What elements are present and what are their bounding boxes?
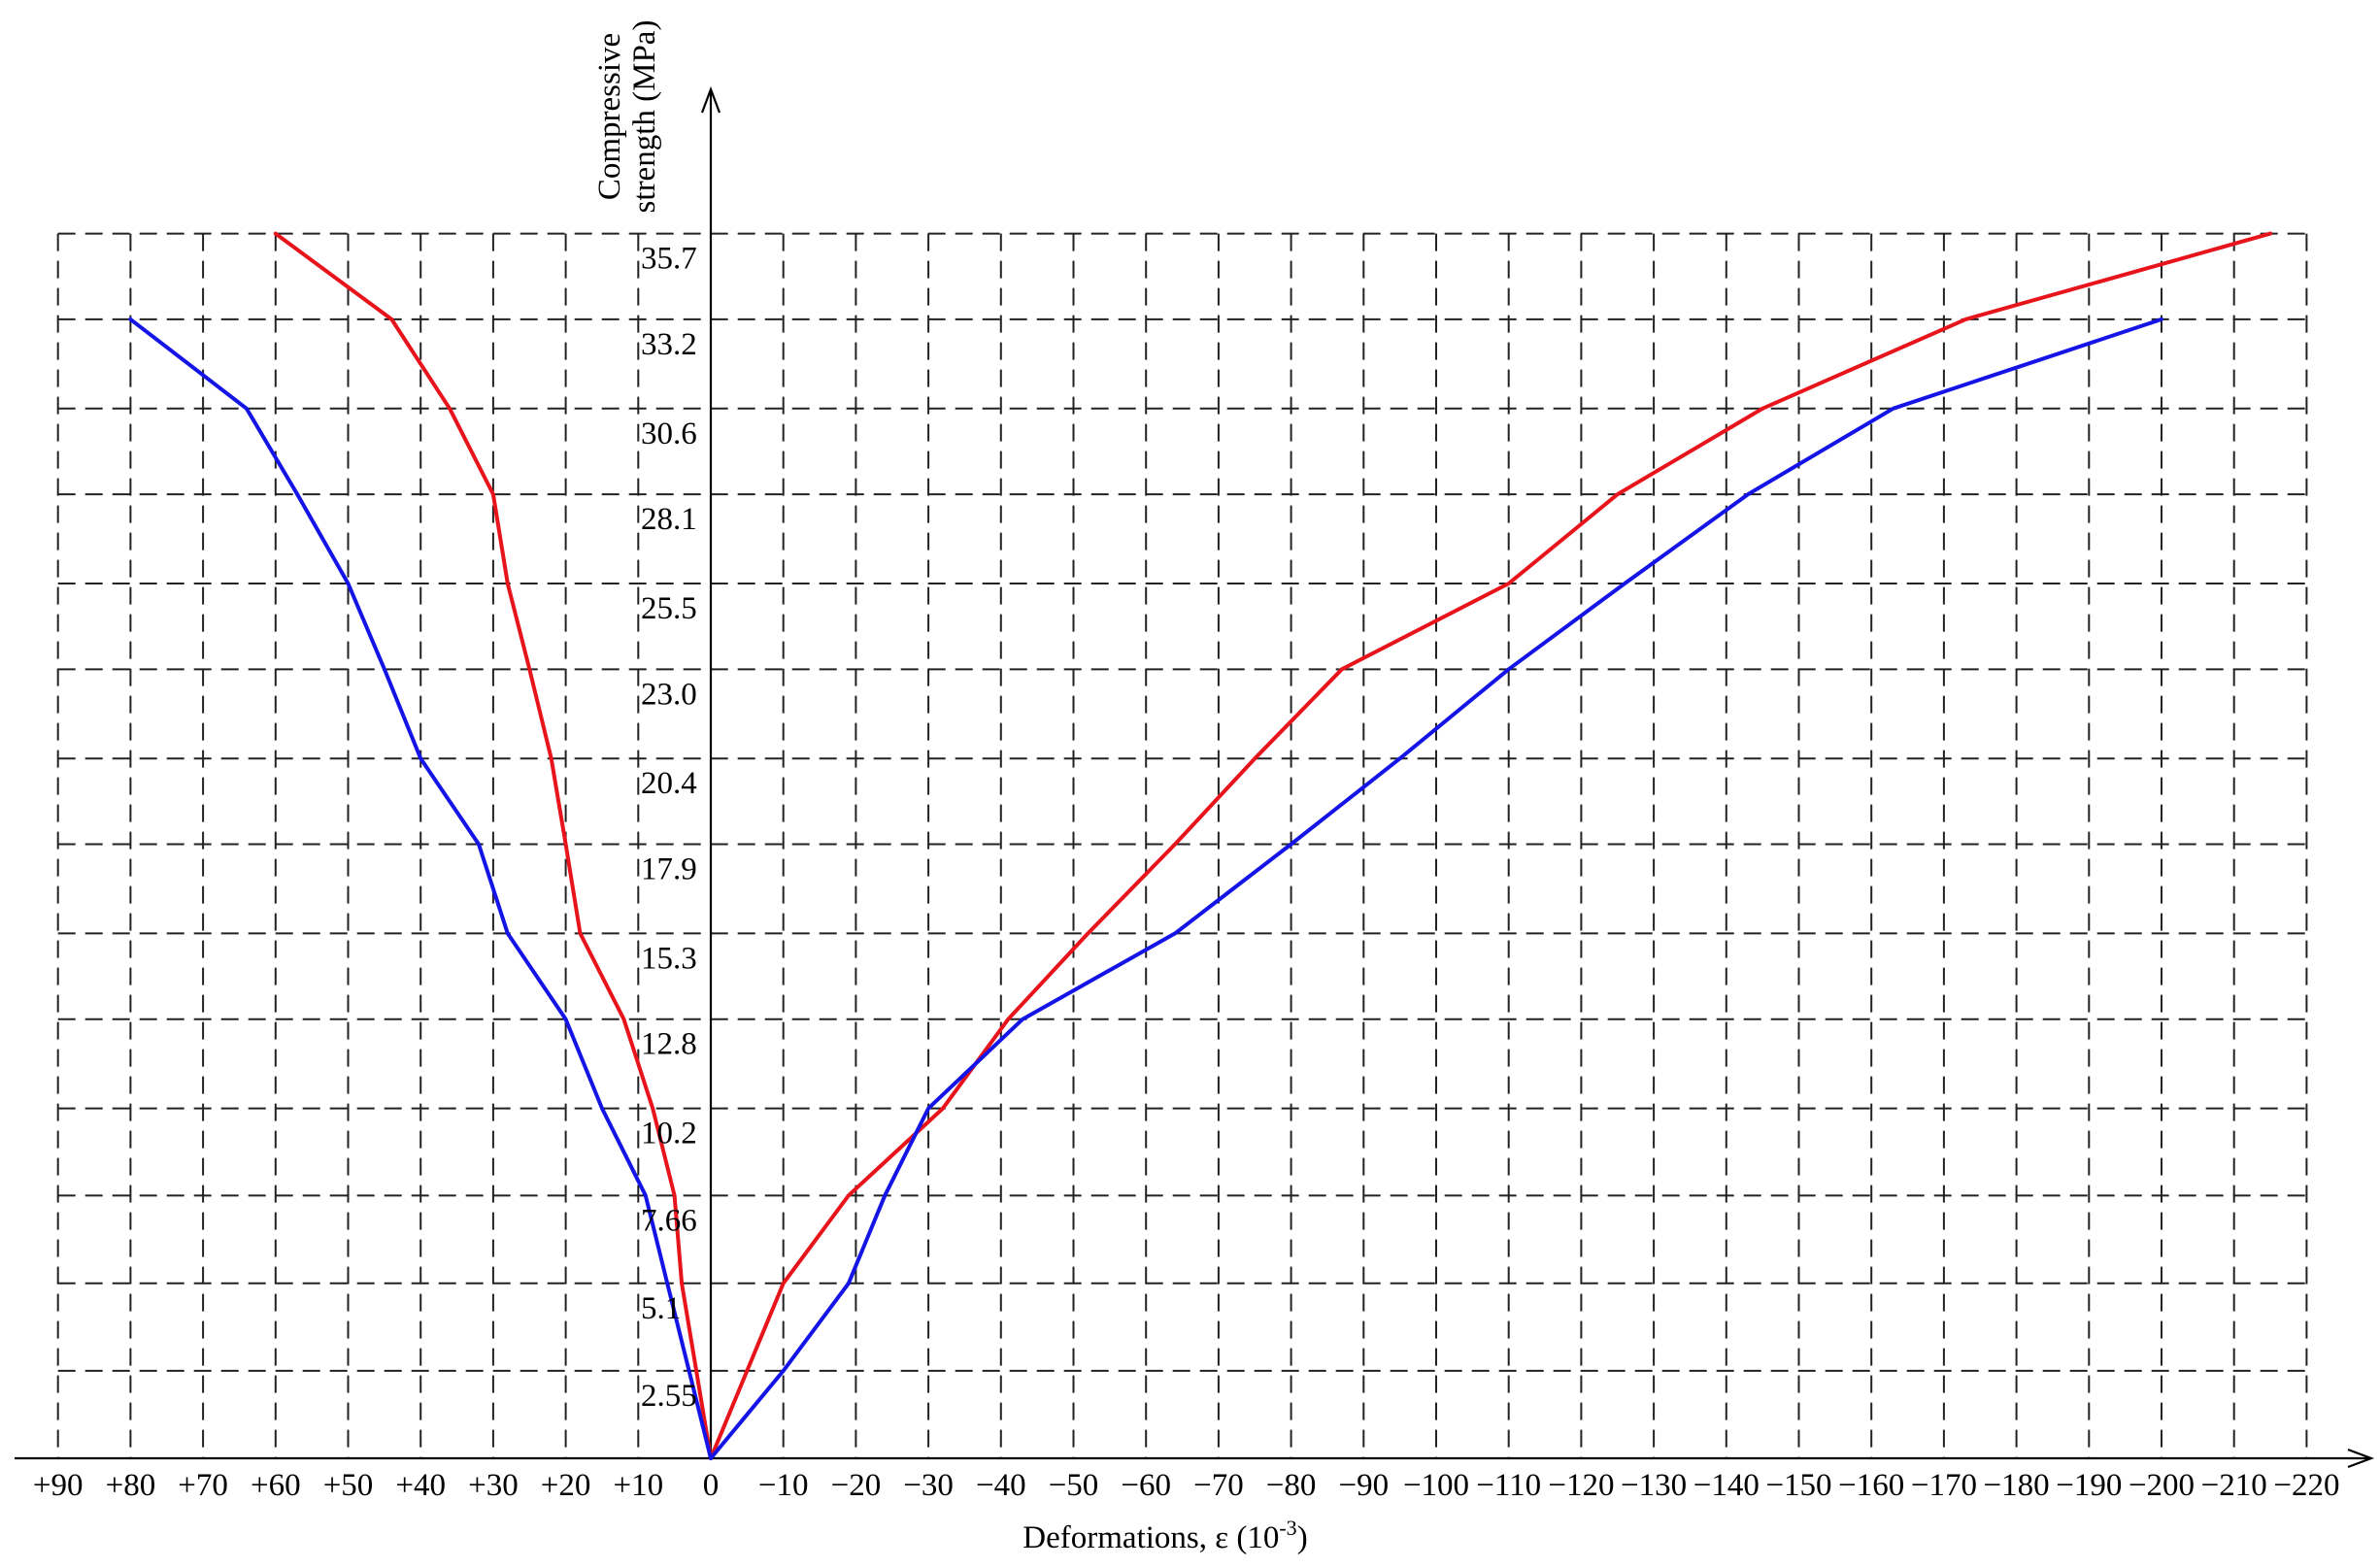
x-tick-label: +90 xyxy=(33,1468,84,1503)
y-tick-label: 28.1 xyxy=(641,502,697,537)
x-tick-label: −30 xyxy=(903,1468,954,1503)
x-tick-label: +30 xyxy=(468,1468,519,1503)
y-axis-arrow xyxy=(700,85,721,114)
series-line-2 xyxy=(709,231,2273,1460)
series-line-1 xyxy=(273,231,713,1460)
x-tick-label: −190 xyxy=(2056,1468,2122,1503)
axes xyxy=(15,85,2375,1469)
x-tick-label: −150 xyxy=(1765,1468,1831,1503)
x-axis-title-sup: -3 xyxy=(1279,1516,1296,1540)
series-layer xyxy=(128,231,2273,1460)
x-axis-title: Deformations, ε (10-3) xyxy=(1022,1516,1307,1555)
x-tick-label: +10 xyxy=(613,1468,663,1503)
x-tick-label: −60 xyxy=(1121,1468,1171,1503)
x-tick-label: +60 xyxy=(251,1468,301,1503)
x-tick-label: −20 xyxy=(831,1468,882,1503)
x-tick-label: +70 xyxy=(178,1468,228,1503)
series-line-4 xyxy=(709,317,2163,1460)
y-tick-label: 15.3 xyxy=(641,941,697,976)
y-tick-label: 35.7 xyxy=(641,242,697,277)
y-tick-label: 2.55 xyxy=(641,1379,697,1414)
x-tick-label: −180 xyxy=(1984,1468,2050,1503)
grid xyxy=(56,232,2308,1458)
y-tick-label: 25.5 xyxy=(641,591,697,626)
x-tick-labels: +90 +80 +70 +60 +50 +40 +30 +20 +10 0 −10 −20 −30 −40… xyxy=(33,1468,2340,1503)
x-tick-label: −140 xyxy=(1693,1468,1760,1503)
x-tick-label: 0 xyxy=(703,1468,720,1503)
x-tick-label: −130 xyxy=(1621,1468,1687,1503)
x-tick-label: +80 xyxy=(106,1468,156,1503)
y-tick-label: 5.1 xyxy=(641,1291,681,1326)
x-tick-label: −160 xyxy=(1838,1468,1904,1503)
x-tick-label: −90 xyxy=(1338,1468,1389,1503)
x-axis-arrow xyxy=(2347,1448,2375,1469)
y-tick-label: 12.8 xyxy=(641,1027,697,1062)
x-tick-label: −40 xyxy=(976,1468,1026,1503)
x-tick-label: +20 xyxy=(541,1468,591,1503)
y-axis-title: Compressive strength (MPa) xyxy=(592,20,662,214)
y-tick-label: 33.2 xyxy=(641,327,697,362)
y-axis-title-line1: Compressive xyxy=(592,33,627,200)
y-tick-label: 23.0 xyxy=(641,677,697,712)
x-tick-label: +40 xyxy=(395,1468,446,1503)
x-tick-label: −120 xyxy=(1548,1468,1614,1503)
x-tick-label: −170 xyxy=(1911,1468,1977,1503)
y-tick-label: 7.66 xyxy=(641,1203,697,1238)
x-tick-label: −210 xyxy=(2201,1468,2267,1503)
y-tick-label: 10.2 xyxy=(641,1117,697,1151)
y-tick-label: 17.9 xyxy=(641,852,697,887)
x-tick-label: +50 xyxy=(323,1468,374,1503)
x-axis-title-main: Deformations, ε (10 xyxy=(1022,1520,1279,1555)
x-tick-label: −70 xyxy=(1193,1468,1244,1503)
x-tick-label: −100 xyxy=(1403,1468,1469,1503)
x-tick-label: −110 xyxy=(1476,1468,1541,1503)
y-tick-labels: 2.55 5.1 7.66 10.2 12.8 15.3 17.9 20.4 23.0 25.5 2… xyxy=(641,242,697,1414)
x-tick-label: −200 xyxy=(2129,1468,2195,1503)
x-tick-label: −10 xyxy=(758,1468,809,1503)
series-line-3 xyxy=(128,317,713,1460)
x-tick-label: −220 xyxy=(2273,1468,2339,1503)
x-tick-label: −50 xyxy=(1049,1468,1099,1503)
x-tick-label: −80 xyxy=(1266,1468,1317,1503)
y-tick-label: 20.4 xyxy=(641,766,697,801)
y-axis-title-line2: strength (MPa) xyxy=(627,20,662,214)
y-tick-label: 30.6 xyxy=(641,417,697,451)
x-axis-title-close: ) xyxy=(1297,1520,1308,1555)
